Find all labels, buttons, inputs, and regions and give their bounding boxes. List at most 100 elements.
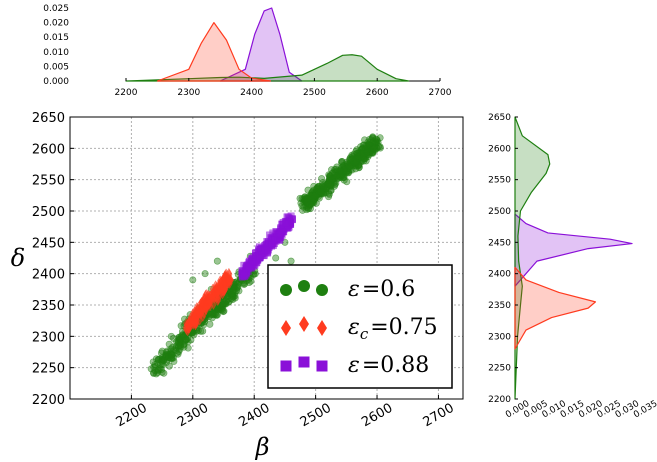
legend-marker-circle [298,280,310,292]
data-point [277,229,285,237]
top-y-tick-label: 0.015 [43,33,69,43]
data-point [267,240,275,248]
top-x-tick-label: 2600 [366,88,389,98]
top-x-tick-label: 2500 [303,88,326,98]
right-y-tick-label: 2350 [488,301,511,311]
right-density-curve [514,116,551,400]
x-tick-label: 2500 [298,401,334,431]
legend-label: ε=0.6 [348,277,415,302]
legend-symbol: ε [348,315,360,340]
x-tick-label: 2700 [421,401,457,431]
data-point [324,177,332,185]
data-point [222,283,229,295]
data-point [151,367,159,375]
data-point [255,254,263,262]
plot-frame [69,116,464,400]
y-tick-label: 2200 [32,393,65,408]
top-y-tick-label: 0.010 [43,48,69,58]
top-density-curve [156,22,272,82]
data-point [211,286,219,298]
right-y-tick-label: 2450 [488,238,511,248]
top-x-tick-label: 2700 [429,88,452,98]
legend-marker-circle [316,284,328,296]
right-y-tick-label: 2600 [488,144,511,154]
right-y-tick-label: 2500 [488,207,511,217]
legend-marker-circle [280,284,292,296]
top-x-tick-label: 2400 [240,88,263,98]
x-tick-label: 2400 [236,401,272,431]
top-y-tick-label: 0.000 [43,77,69,87]
data-point [345,162,353,170]
data-point [369,144,377,152]
data-point [199,327,207,335]
top-density-curve [219,7,303,82]
y-tick-label: 2350 [32,299,65,314]
legend-label: ε=0.88 [348,353,429,378]
x-tick-label: 2300 [175,401,211,431]
data-point [201,270,209,278]
data-point [352,158,360,166]
top-y-tick-label: 0.005 [43,62,69,72]
data-point [173,349,181,357]
y-axis-label: δ [11,244,25,272]
data-point [297,199,305,207]
top-y-tick-label: 0.020 [43,19,69,29]
data-point [317,188,325,196]
x-tick-label: 2200 [114,401,150,431]
right-marginal-density: 2200 2250 2300 2350 2400 2450 2500 2550 2600 2650… [488,113,657,421]
data-point [180,343,188,351]
legend-marker-square [298,356,310,368]
y-tick-label: 2450 [32,236,65,251]
top-x-tick-label: 2300 [177,88,200,98]
data-point [311,192,319,200]
top-y-tick-label: 0.025 [43,4,69,14]
data-point [229,287,237,295]
legend-symbol: ε [348,277,360,302]
data-point [337,168,345,176]
data-point [160,357,168,365]
data-point [186,320,193,332]
data-point [287,212,295,220]
legend-label: εc=0.75 [348,315,438,343]
data-point [163,347,171,355]
right-y-tick-label: 2300 [488,332,511,342]
data-point [315,194,323,202]
top-x-tick-label: 2200 [115,88,138,98]
data-point [305,204,313,212]
data-point [184,344,192,352]
data-point [175,335,183,343]
right-y-tick-label: 2650 [488,113,511,123]
data-point [229,293,237,301]
data-point [201,301,208,313]
data-point [353,149,361,157]
data-point [255,245,262,253]
series-diamond [182,267,234,337]
data-point [304,195,312,203]
data-point [318,175,326,183]
data-point [223,270,230,282]
legend-subscript: c [360,325,369,343]
y-tick-label: 2500 [32,205,65,220]
legend-marker-diamond [317,320,327,336]
data-point [248,257,256,265]
data-point [213,257,221,265]
data-point [191,306,198,318]
y-tick-label: 2650 [32,111,65,126]
data-point [195,304,202,316]
legend-marker-square [316,360,328,372]
y-tick-label: 2550 [32,174,65,189]
data-point [217,277,224,289]
legend-value: =0.6 [362,277,415,302]
data-point [156,364,164,372]
data-point [182,336,190,344]
data-point [372,135,380,143]
right-y-tick-label: 2200 [488,395,511,405]
y-tick-label: 2300 [32,330,65,345]
data-point [318,182,326,190]
data-point [158,347,166,355]
data-point [165,340,173,348]
data-point [272,254,280,262]
legend-marker-diamond [281,320,291,336]
data-point [340,176,348,184]
right-density-curve [514,266,597,350]
